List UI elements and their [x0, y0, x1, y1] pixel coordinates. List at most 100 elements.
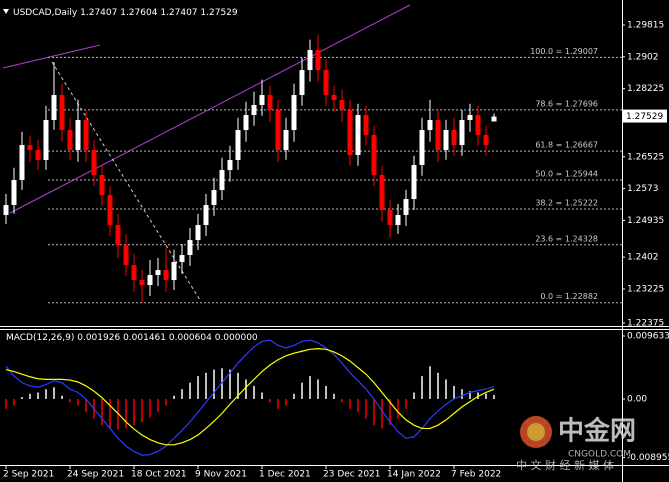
low-value: 1.27407	[160, 8, 197, 18]
x-tick-label: 24 Sep 2021	[67, 470, 124, 480]
x-tick-label: 23 Dec 2021	[323, 470, 381, 480]
candle-body	[115, 225, 121, 246]
x-tick-label: 9 Nov 2021	[195, 470, 247, 480]
candle-body	[35, 150, 41, 161]
y2-tick-label: 0.00	[627, 395, 647, 405]
indicator-value: 0.001926	[77, 333, 120, 343]
collapse-arrow	[3, 9, 9, 14]
candle-body	[371, 135, 377, 175]
candle-body	[227, 160, 233, 171]
candle-body	[467, 115, 473, 121]
candle-body	[331, 95, 337, 101]
candle-body	[451, 130, 457, 146]
chart-header: USDCAD,Daily 1.27407 1.27604 1.27407 1.2…	[13, 8, 238, 18]
candle-body	[179, 255, 185, 263]
candle-body	[59, 95, 65, 131]
candle-body	[243, 115, 249, 131]
candle-body	[235, 130, 241, 161]
y-tick-label: 1.28225	[627, 84, 664, 94]
indicator-value: 0.000604	[169, 333, 212, 343]
candle-body	[395, 215, 401, 226]
y-tick-label: 1.29815	[627, 20, 664, 30]
candle-body	[435, 120, 441, 151]
candle-body	[11, 180, 17, 206]
indicator-value: 0.000000	[215, 333, 258, 343]
candle-body	[323, 70, 329, 96]
symbol: USDCAD,Daily	[13, 8, 78, 18]
y-tick-label: 1.23225	[627, 284, 664, 294]
x-tick-label: 7 Feb 2022	[451, 470, 501, 480]
candle-body	[299, 70, 305, 96]
candle-body	[379, 174, 385, 211]
candle-body	[195, 225, 201, 241]
candle-body	[75, 120, 81, 151]
candle-body	[275, 110, 281, 151]
y-tick-label: 1.26525	[627, 152, 664, 162]
candle-body	[259, 95, 265, 106]
candle-body	[171, 262, 177, 281]
candle-body	[3, 205, 9, 216]
candle-body	[43, 120, 49, 161]
macd-header: MACD(12,26,9) 0.001926 0.001461 0.000604…	[6, 333, 258, 343]
watermark-tagline: 中 文 财 经 新 媒 体	[516, 458, 614, 472]
candle-body	[83, 120, 89, 151]
candle-body	[475, 115, 481, 136]
fib-label: 78.6 = 1.27696	[535, 99, 598, 108]
candle-body	[283, 130, 289, 151]
candle-body	[139, 280, 145, 286]
candle-body	[403, 199, 409, 216]
candle-body	[347, 110, 353, 156]
fib-label: 50.0 = 1.25944	[535, 170, 598, 179]
candle-body	[123, 245, 129, 266]
indicator-name: MACD(12,26,9)	[6, 333, 74, 343]
high-value: 1.27604	[120, 8, 157, 18]
open-value: 1.27407	[80, 8, 117, 18]
candle-body	[203, 205, 209, 226]
candle-body	[51, 95, 57, 121]
candle-body	[131, 265, 137, 281]
candle-body	[307, 50, 313, 71]
y-tick-label: 1.22375	[627, 318, 664, 328]
candle-body	[419, 130, 425, 166]
fib-label: 61.8 = 1.26667	[535, 141, 598, 150]
fib-label: 0.0 = 1.22882	[540, 292, 598, 301]
candle-body	[219, 170, 225, 191]
y-tick-label: 1.2902	[627, 52, 659, 62]
y-tick-label: 1.2402	[627, 253, 659, 263]
candle-body	[211, 190, 217, 206]
candle-body	[267, 95, 273, 111]
fib-label: 38.2 = 1.25222	[535, 198, 598, 207]
candle-body	[483, 135, 489, 146]
candle-body	[491, 116, 497, 122]
candle-body	[67, 130, 73, 151]
y-tick-label: 1.24935	[627, 216, 664, 226]
watermark-logo	[527, 423, 545, 441]
candle-body	[147, 275, 153, 286]
candle-body	[315, 50, 321, 71]
current-price-label: 1.27529	[626, 112, 663, 122]
candle-body	[99, 174, 105, 196]
current-price-box	[623, 109, 667, 123]
indicator-line	[5, 348, 495, 446]
x-tick-label: 18 Oct 2021	[131, 470, 187, 480]
trend-line	[9, 4, 411, 214]
candle-body	[443, 130, 449, 151]
y2-tick-label: -0.008955	[627, 453, 669, 463]
candle-body	[251, 105, 257, 116]
x-tick-label: 14 Jan 2022	[387, 470, 441, 480]
y-tick-label: 1.2573	[627, 184, 659, 194]
candle-body	[27, 145, 33, 151]
candle-body	[163, 270, 169, 281]
trend-line	[2, 44, 101, 69]
fib-anchor-line	[51, 61, 201, 301]
candle-body	[339, 100, 345, 111]
candle-body	[363, 115, 369, 136]
close-value: 1.27529	[200, 8, 237, 18]
candle-body	[291, 95, 297, 131]
x-tick-label: 1 Dec 2021	[259, 470, 311, 480]
y2-tick-label: 0.009633	[627, 331, 669, 341]
candle-body	[107, 195, 113, 226]
